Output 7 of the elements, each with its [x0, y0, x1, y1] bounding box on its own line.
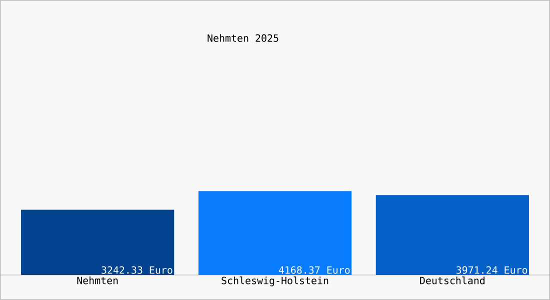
- chart-title: Nehmten 2025: [208, 34, 278, 42]
- x-tick-label: Schleswig-Holstein: [222, 276, 328, 286]
- x-tick-label: Deutschland: [420, 276, 484, 284]
- data-label: 4168.37 Euro: [278, 266, 350, 274]
- data-label: 3971.24 Euro: [456, 266, 528, 274]
- x-tick-label: Nehmten: [77, 276, 118, 284]
- data-label: 3242.33 Euro: [102, 266, 172, 274]
